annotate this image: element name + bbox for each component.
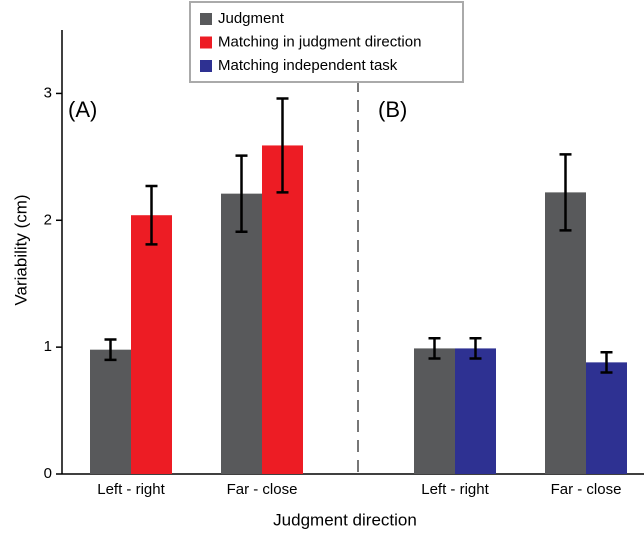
- panel-label: (B): [378, 97, 407, 122]
- bar: [586, 362, 627, 474]
- legend-swatch: [200, 36, 212, 49]
- error-bar: [235, 154, 248, 233]
- error-bar: [469, 337, 482, 360]
- bar: [545, 192, 586, 474]
- error-bar: [276, 97, 289, 194]
- legend-label: Matching independent task: [218, 57, 398, 74]
- y-tick-label: 1: [44, 338, 52, 355]
- x-tick-label: Left - right: [421, 481, 489, 498]
- legend-label: Matching in judgment direction: [218, 33, 421, 50]
- bar: [90, 349, 131, 474]
- legend-label: Judgment: [218, 10, 285, 27]
- x-axis-label: Judgment direction: [273, 510, 417, 529]
- legend-box: [189, 1, 464, 83]
- x-tick-label: Far - close: [551, 481, 622, 498]
- legend-swatch: [200, 60, 212, 72]
- error-bar: [559, 153, 572, 232]
- y-tick-label: 2: [44, 211, 52, 228]
- bar: [221, 193, 262, 474]
- y-tick-label: 3: [44, 84, 52, 101]
- error-bar: [104, 338, 117, 362]
- x-tick-label: Far - close: [227, 481, 298, 498]
- bar: [455, 348, 496, 474]
- bar: [131, 215, 172, 474]
- x-tick-label: Left - right: [97, 481, 165, 498]
- error-bar: [600, 350, 613, 374]
- bar: [414, 348, 455, 474]
- y-axis-label: Variability (cm): [11, 194, 30, 305]
- y-tick-label: 0: [44, 465, 52, 482]
- bar: [262, 145, 303, 474]
- error-bar: [145, 184, 158, 246]
- legend-swatch: [200, 13, 212, 25]
- panel-label: (A): [68, 97, 97, 122]
- error-bar: [428, 337, 441, 360]
